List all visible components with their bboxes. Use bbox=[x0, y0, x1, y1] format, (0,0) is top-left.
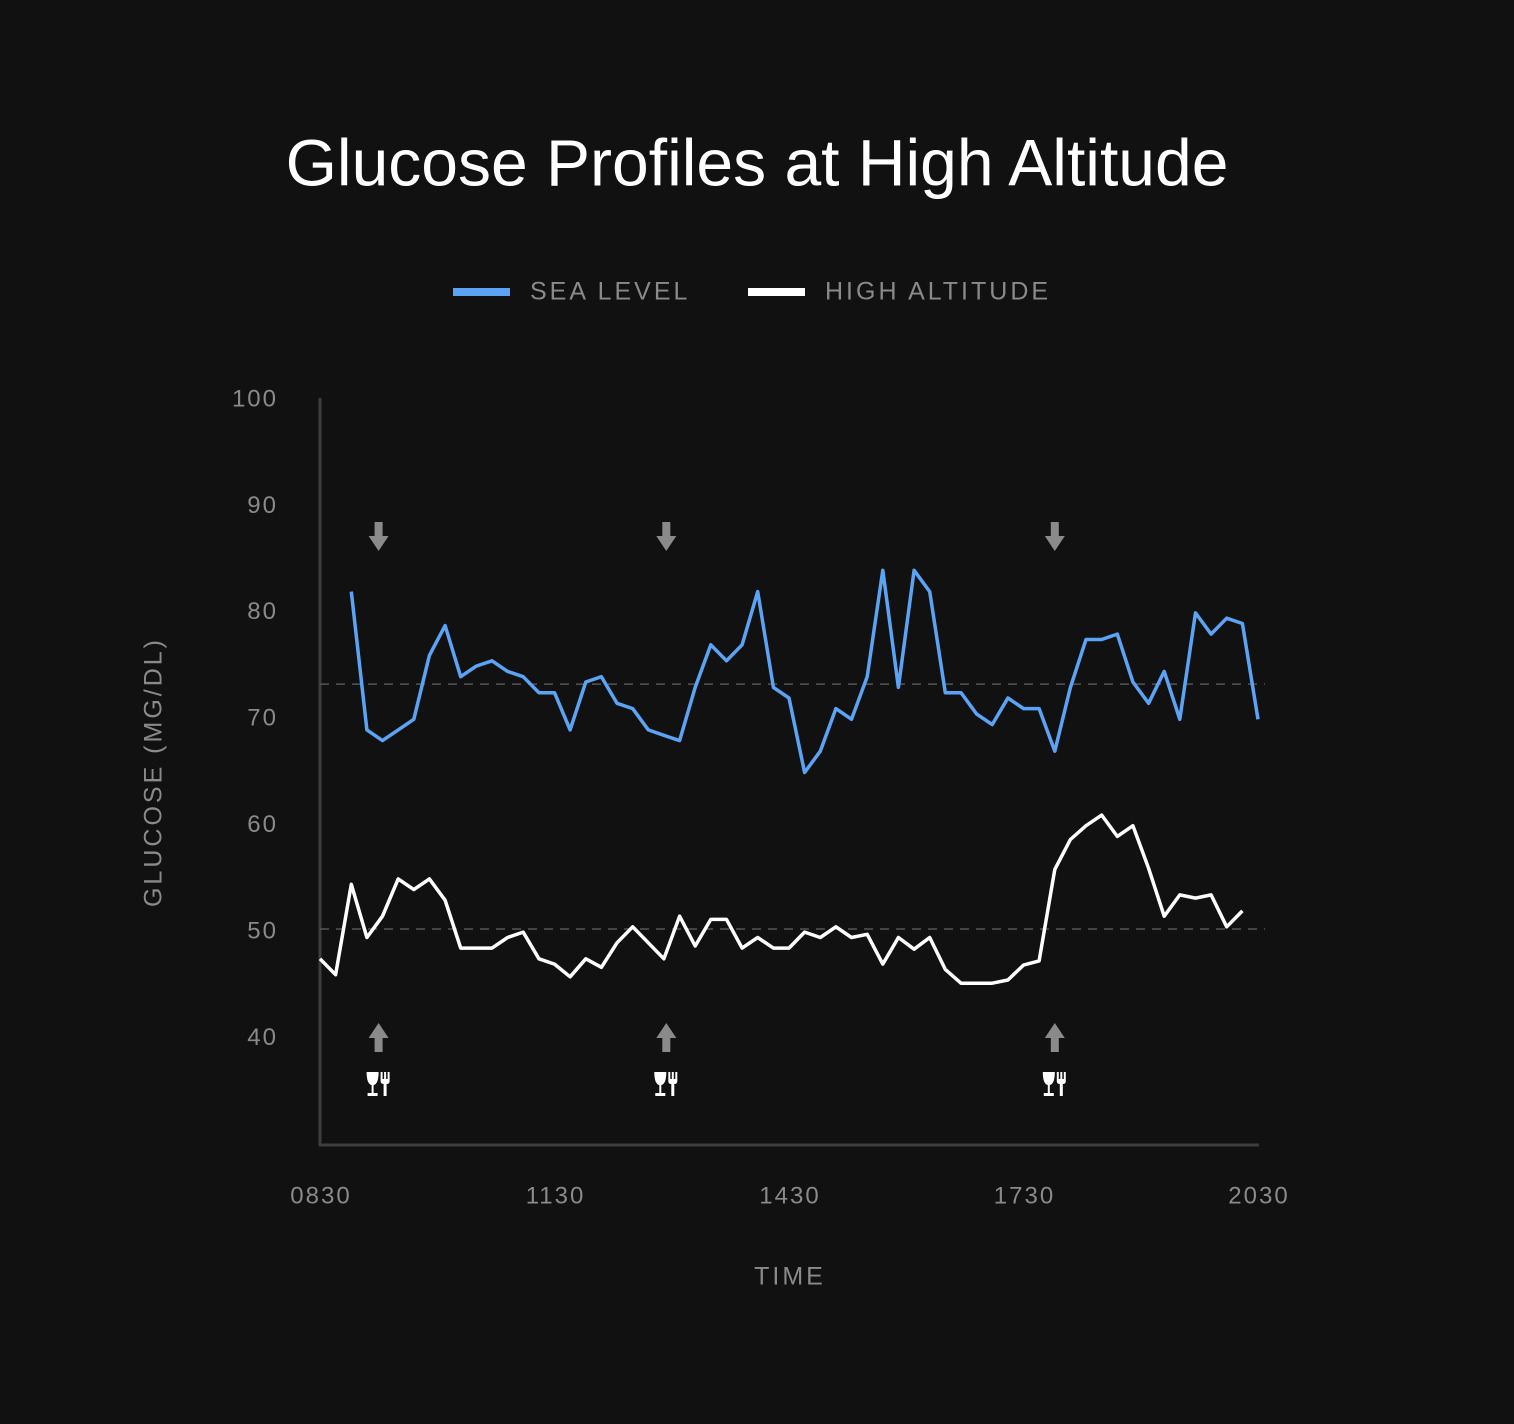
y-axis-label: GLUCOSE (MG/DL) bbox=[140, 637, 168, 907]
x-tick-label: 1730 bbox=[994, 1182, 1055, 1209]
series-line bbox=[318, 813, 1244, 985]
down-arrow bbox=[1044, 522, 1065, 551]
up-arrow bbox=[368, 1023, 389, 1052]
x-axis-label: TIME bbox=[754, 1263, 826, 1291]
legend-label: HIGH ALTITUDE bbox=[825, 278, 1051, 306]
y-tick-label: 50 bbox=[247, 917, 278, 944]
down-arrow bbox=[368, 522, 389, 551]
y-tick-label: 90 bbox=[247, 492, 278, 519]
y-tick-label: 60 bbox=[247, 811, 278, 838]
x-tick-label: 1430 bbox=[759, 1182, 820, 1209]
y-tick-label: 40 bbox=[247, 1024, 278, 1051]
meal-marker bbox=[366, 522, 390, 1096]
series-line bbox=[349, 568, 1260, 775]
meal-icon bbox=[1042, 1072, 1066, 1096]
meal-icon bbox=[366, 1072, 390, 1096]
up-arrow bbox=[656, 1023, 677, 1052]
meal-icon bbox=[654, 1072, 678, 1096]
x-tick-label: 1130 bbox=[526, 1182, 586, 1209]
y-tick-label: 100 bbox=[232, 385, 278, 412]
y-tick-label: 80 bbox=[247, 598, 278, 625]
x-tick-label: 0830 bbox=[290, 1182, 351, 1209]
chart-title: Glucose Profiles at High Altitude bbox=[286, 125, 1229, 199]
meal-marker bbox=[1042, 522, 1066, 1096]
down-arrow bbox=[656, 522, 677, 551]
x-tick-label: 2030 bbox=[1228, 1182, 1289, 1209]
up-arrow bbox=[1044, 1023, 1065, 1052]
legend-label: SEA LEVEL bbox=[530, 278, 690, 306]
meal-marker bbox=[654, 522, 678, 1096]
y-tick-label: 70 bbox=[247, 705, 278, 732]
